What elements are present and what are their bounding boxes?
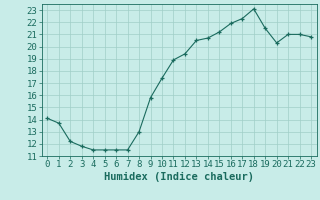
X-axis label: Humidex (Indice chaleur): Humidex (Indice chaleur) — [104, 172, 254, 182]
